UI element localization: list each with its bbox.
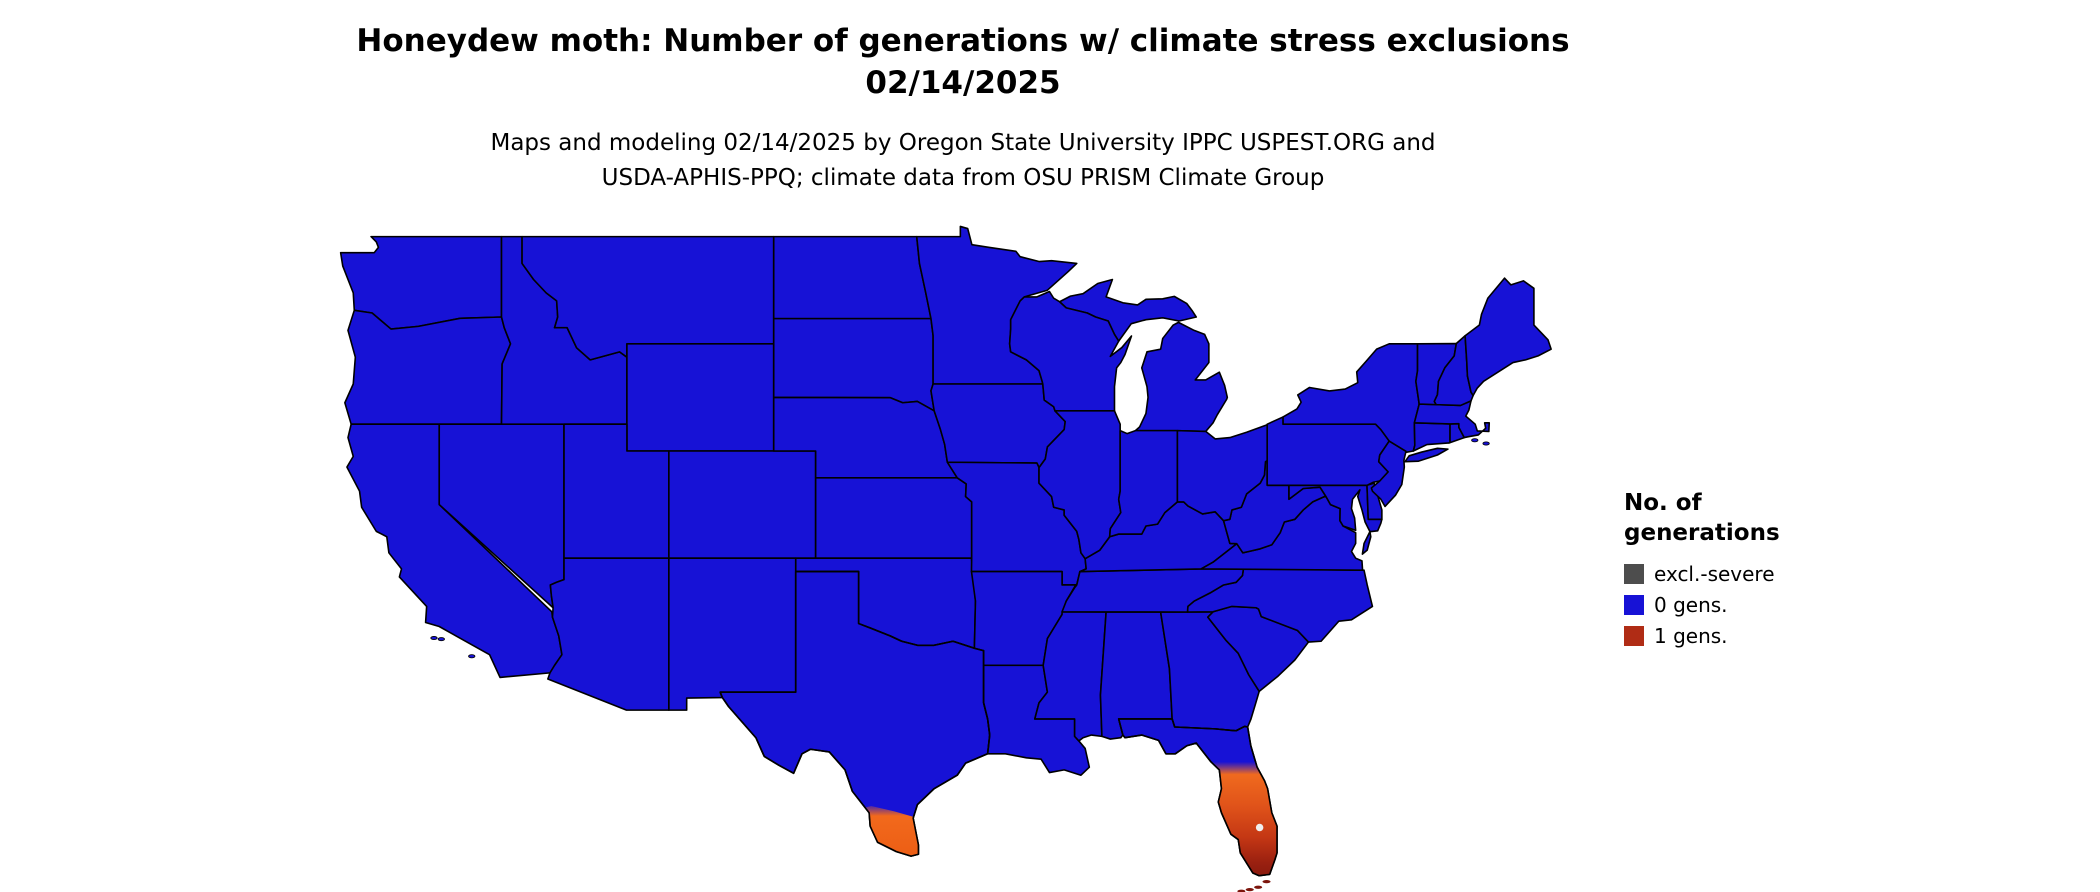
title-line-1: Honeydew moth: Number of generations w/ … [356, 23, 1570, 59]
state-nj [1371, 441, 1406, 506]
legend-title: No. of generations [1624, 488, 1780, 548]
us-map [330, 220, 1563, 892]
legend: No. of generations excl.-severe 0 gens. 1 … [1624, 488, 1780, 655]
state-az [548, 558, 669, 710]
state-wy [627, 344, 774, 451]
legend-item: 1 gens. [1624, 624, 1780, 648]
figure-subtitle: Maps and modeling 02/14/2025 by Oregon S… [0, 126, 1926, 196]
florida-one-generation-region [1190, 761, 1278, 876]
state-me [1465, 278, 1551, 395]
coastal-island [469, 655, 475, 658]
state-tn [1062, 569, 1243, 612]
coastal-island [1483, 442, 1489, 445]
subtitle-line-1: Maps and modeling 02/14/2025 by Oregon S… [490, 130, 1436, 156]
state-nm [669, 558, 796, 710]
state-de [1367, 483, 1382, 519]
legend-item-label: 0 gens. [1654, 593, 1728, 617]
title-line-2: 02/14/2025 [865, 65, 1061, 101]
florida-keys-speck [1237, 889, 1246, 892]
state-wi [1010, 292, 1132, 411]
lake-okeechobee [1255, 823, 1264, 832]
state-ct [1413, 423, 1450, 451]
state-va2 [1362, 532, 1370, 555]
subtitle-line-2: USDA-APHIS-PPQ; climate data from OSU PR… [601, 165, 1325, 191]
legend-items: excl.-severe 0 gens. 1 gens. [1624, 562, 1780, 648]
florida-keys-speck [1262, 880, 1271, 884]
state-ind [1110, 431, 1178, 537]
legend-swatch [1624, 564, 1644, 584]
texas-one-generation-region [854, 806, 926, 857]
legend-item-label: excl.-severe [1654, 562, 1775, 586]
legend-item-label: 1 gens. [1654, 624, 1728, 648]
legend-item: 0 gens. [1624, 593, 1780, 617]
coastal-island [438, 637, 444, 640]
coastal-island [1472, 439, 1478, 442]
state-co [669, 451, 816, 558]
legend-title-line-2: generations [1624, 520, 1780, 546]
legend-title-line-1: No. of [1624, 490, 1702, 516]
state-md [1289, 485, 1382, 531]
state-ks [816, 478, 972, 558]
florida-keys-speck [1245, 888, 1254, 892]
florida-keys-speck [1254, 885, 1263, 889]
figure-title: Honeydew moth: Number of generations w/ … [0, 20, 1926, 104]
state-li [1405, 448, 1448, 461]
state-oh [1177, 425, 1267, 521]
state-pa [1267, 417, 1389, 485]
legend-swatch [1624, 595, 1644, 615]
legend-swatch [1624, 626, 1644, 646]
state-mi1 [1135, 322, 1227, 431]
state-or [345, 310, 511, 424]
legend-item: excl.-severe [1624, 562, 1780, 586]
state-nd [774, 237, 931, 319]
coastal-island [431, 636, 437, 639]
state-ny [1283, 344, 1419, 453]
